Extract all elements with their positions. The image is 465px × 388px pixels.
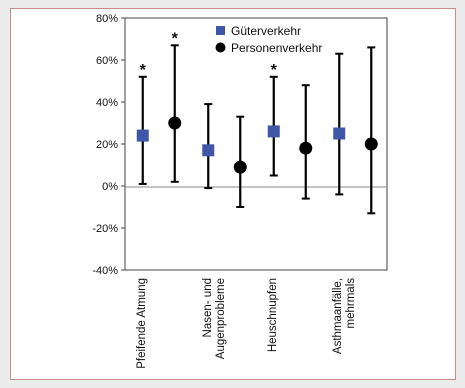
legend-marker-personenverkehr: [215, 42, 226, 53]
x-category-label-line: Asthmaanfälle,: [332, 278, 344, 354]
y-tick-label: 0%: [102, 181, 118, 193]
x-category-label: Nasen- und Augenprobleme: [202, 278, 227, 359]
y-tick-label: -40%: [92, 265, 118, 277]
significance-markers: * * *: [140, 30, 278, 79]
y-tick-label: -20%: [92, 223, 118, 235]
legend-label-personenverkehr: Personenverkehr: [231, 41, 322, 55]
x-axis: Pfeifende Atmung Nasen- und Augenprobleme H…: [136, 278, 357, 369]
y-tick-label: 40%: [96, 97, 118, 109]
x-category-label-line: Heuschnupfen: [267, 278, 279, 352]
y-axis: 80% 60% 40% 20% 0% -20% -40%: [92, 13, 125, 277]
data-points: [136, 116, 378, 174]
data-point-circle: [168, 116, 182, 130]
data-point-square: [267, 125, 280, 138]
significance-star: *: [172, 30, 179, 47]
plot-area: [124, 17, 388, 271]
x-category-label: Asthmaanfälle, mehrmals: [332, 278, 357, 354]
data-point-circle: [299, 141, 313, 155]
x-category-label: Pfeifende Atmung: [136, 278, 148, 369]
data-point-circle: [233, 160, 247, 174]
significance-star: *: [140, 62, 147, 79]
legend: Güterverkehr Personenverkehr: [215, 24, 322, 55]
data-point-square: [202, 144, 215, 157]
y-tick-label: 20%: [96, 139, 118, 151]
y-tick-label: 80%: [96, 13, 118, 25]
legend-label-gueterverkehr: Güterverkehr: [231, 24, 301, 38]
data-point-circle: [364, 137, 378, 151]
x-category-label-line: Pfeifende Atmung: [136, 278, 148, 369]
x-category-label-line: mehrmals: [345, 278, 357, 329]
chart-card: [10, 8, 456, 380]
x-category-label-line: Augenprobleme: [215, 278, 227, 359]
legend-marker-gueterverkehr: [216, 26, 225, 35]
x-category-label-line: Nasen- und: [202, 278, 214, 337]
x-category-label: Heuschnupfen: [267, 278, 279, 352]
data-point-square: [333, 127, 346, 140]
significance-star: *: [271, 62, 278, 79]
y-tick-label: 60%: [96, 55, 118, 67]
data-point-square: [136, 129, 149, 142]
